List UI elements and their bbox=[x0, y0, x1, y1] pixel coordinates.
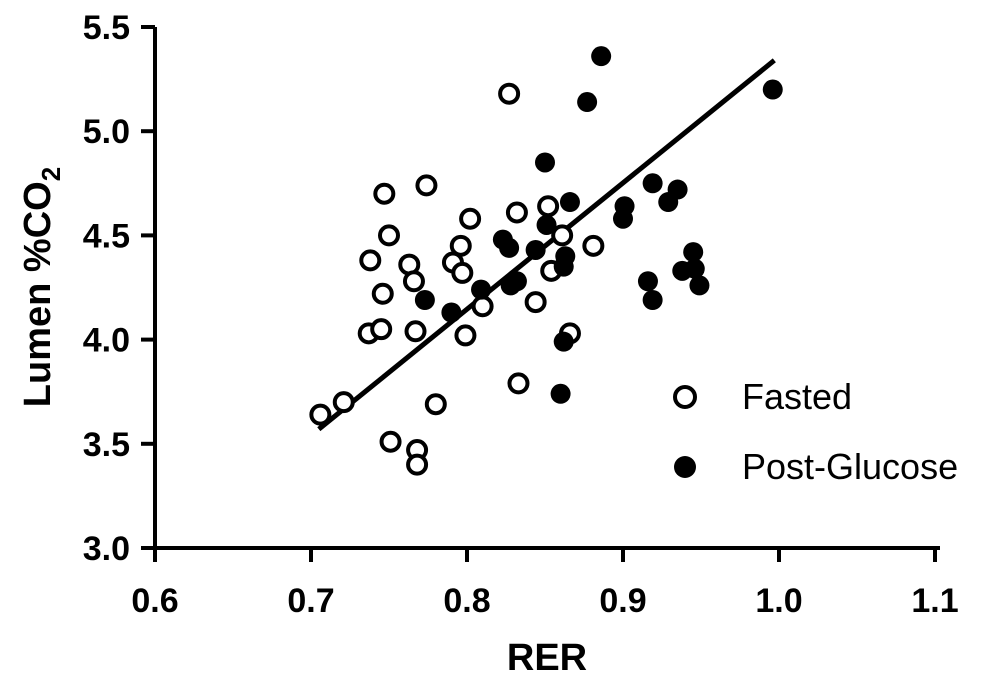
post-glucose-point bbox=[499, 237, 520, 258]
fasted-point bbox=[371, 282, 394, 305]
legend-marker-fasted bbox=[673, 385, 697, 409]
post-glucose-point bbox=[525, 239, 546, 260]
fasted-point bbox=[404, 320, 427, 343]
post-glucose-point bbox=[683, 242, 704, 263]
fasted-point bbox=[582, 234, 605, 257]
post-glucose-point bbox=[535, 152, 555, 173]
fasted-point bbox=[373, 182, 396, 205]
regression-line bbox=[317, 58, 776, 432]
y-tick-label: 4.0 bbox=[83, 322, 130, 360]
post-glucose-point bbox=[637, 271, 658, 292]
fasted-point bbox=[498, 82, 521, 105]
post-glucose-point bbox=[506, 271, 527, 292]
fasted-point bbox=[451, 261, 474, 284]
fasted-point bbox=[406, 453, 429, 476]
post-glucose-point bbox=[559, 192, 580, 213]
fasted-point bbox=[309, 403, 332, 426]
fasted-point bbox=[370, 318, 393, 341]
y-axis-title-subscript: 2 bbox=[36, 167, 66, 181]
y-axis-title: Lumen %CO2 bbox=[17, 167, 66, 407]
post-glucose-point bbox=[591, 46, 612, 67]
post-glucose-point bbox=[536, 214, 557, 235]
fasted-point bbox=[402, 270, 425, 293]
post-glucose-point bbox=[762, 79, 783, 100]
x-tick-label: 0.6 bbox=[131, 582, 178, 620]
fasted-point bbox=[537, 195, 560, 218]
legend: Fasted Post-Glucose bbox=[673, 376, 958, 487]
axis-ticks: 0.6 0.7 0.8 0.9 1.0 1.1 3.0 3.5 4.0 4.5 5.0 5.5 bbox=[83, 9, 959, 620]
x-tick-label: 1.0 bbox=[755, 582, 802, 620]
fasted-point bbox=[424, 393, 447, 416]
legend-label-fasted: Fasted bbox=[742, 376, 852, 417]
y-tick-label: 3.0 bbox=[83, 530, 130, 568]
post-glucose-point bbox=[471, 279, 492, 300]
post-glucose-point bbox=[414, 290, 435, 311]
post-glucose-point bbox=[614, 196, 635, 217]
post-glucose-point bbox=[555, 246, 576, 267]
fasted-point bbox=[471, 295, 494, 318]
fasted-point bbox=[415, 174, 438, 197]
fasted-point bbox=[454, 324, 477, 347]
post-glucose-point bbox=[577, 92, 598, 113]
x-tick-label: 1.1 bbox=[911, 582, 958, 620]
fasted-point bbox=[551, 224, 574, 247]
x-axis-title: RER bbox=[507, 637, 587, 679]
y-tick-label: 5.5 bbox=[83, 9, 130, 47]
fasted-point bbox=[359, 249, 382, 272]
post-glucose-point bbox=[441, 302, 462, 323]
post-glucose-point bbox=[684, 258, 705, 279]
fasted-point bbox=[524, 291, 547, 314]
y-axis-title-main: Lumen %CO bbox=[17, 181, 59, 407]
x-tick-label: 0.9 bbox=[599, 582, 646, 620]
legend-label-post-glucose: Post-Glucose bbox=[742, 446, 958, 487]
post-glucose-point bbox=[667, 179, 688, 200]
fasted-point bbox=[379, 430, 402, 453]
regression-line-group bbox=[317, 58, 776, 432]
fasted-point bbox=[459, 207, 482, 230]
fasted-point bbox=[507, 372, 530, 395]
fasted-point bbox=[449, 234, 472, 257]
fasted-point bbox=[332, 391, 355, 414]
post-glucose-point bbox=[553, 331, 574, 352]
y-tick-label: 3.5 bbox=[83, 426, 130, 464]
y-tick-label: 4.5 bbox=[83, 217, 130, 255]
fasted-point bbox=[378, 224, 400, 247]
x-tick-label: 0.7 bbox=[287, 582, 334, 620]
post-glucose-point bbox=[642, 290, 663, 311]
post-glucose-point bbox=[550, 383, 571, 404]
y-tick-label: 5.0 bbox=[83, 113, 130, 151]
fasted-point bbox=[505, 201, 528, 224]
x-tick-label: 0.8 bbox=[443, 582, 490, 620]
data-points bbox=[309, 46, 783, 476]
post-glucose-point bbox=[642, 173, 663, 194]
legend-marker-post-glucose bbox=[674, 456, 696, 478]
post-glucose-point bbox=[689, 275, 710, 296]
